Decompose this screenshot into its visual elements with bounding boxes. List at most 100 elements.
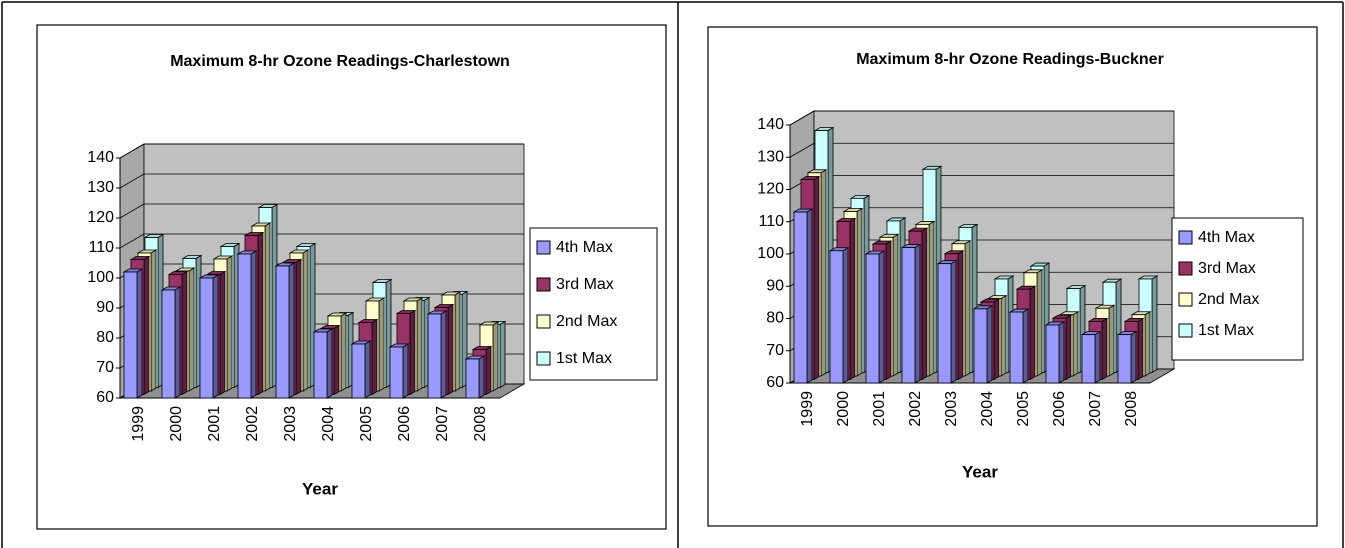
- legend-box: [529, 227, 658, 381]
- bar-side: [250, 250, 257, 399]
- bar-side: [1000, 294, 1007, 377]
- bar-side: [136, 268, 143, 399]
- bar: [199, 277, 214, 399]
- bar: [313, 331, 328, 399]
- y-tick-label: 100: [757, 245, 784, 262]
- bar-side: [950, 259, 957, 384]
- bar-side: [402, 343, 409, 399]
- x-tick-label: 2006: [1051, 391, 1068, 427]
- bar-side: [1036, 269, 1043, 377]
- y-tick-label: 140: [87, 149, 114, 166]
- legend-swatch: [1178, 323, 1193, 338]
- bar-side: [1108, 304, 1115, 377]
- bar-side: [378, 297, 385, 392]
- legend-box: [1171, 217, 1304, 361]
- bar-side: [478, 355, 485, 399]
- bar-side: [849, 217, 856, 381]
- grid-line-side: [119, 173, 145, 189]
- bar-side: [492, 321, 499, 392]
- x-tick-label: 1999: [799, 391, 816, 427]
- legend-swatch: [1178, 230, 1193, 245]
- bar-side: [885, 240, 892, 381]
- legend-swatch: [536, 351, 551, 366]
- y-tick-label: 70: [96, 359, 114, 376]
- x-tick-label: 2004: [320, 406, 337, 442]
- bar-side: [264, 222, 271, 392]
- x-tick-label: 2005: [358, 406, 375, 442]
- x-tick-label: 2000: [835, 391, 852, 427]
- bar-side: [181, 270, 188, 396]
- y-tick-label: 90: [766, 277, 784, 294]
- bar: [427, 313, 442, 399]
- bar-side: [1144, 311, 1151, 377]
- bar: [465, 358, 480, 399]
- bar-side: [212, 274, 219, 399]
- bar: [275, 265, 290, 399]
- legend-label: 2nd Max: [556, 313, 617, 330]
- bar-side: [1029, 285, 1036, 381]
- y-tick-label: 90: [96, 299, 114, 316]
- bar-side: [150, 249, 157, 392]
- bar-side: [957, 250, 964, 381]
- legend-swatch: [536, 314, 551, 329]
- bar: [829, 250, 844, 384]
- chart-title: Maximum 8-hr Ozone Readings-Buckner: [856, 51, 1164, 68]
- x-tick-label: 2002: [244, 406, 261, 442]
- bar-side: [1130, 330, 1137, 384]
- bar-side: [921, 227, 928, 381]
- bar-side: [964, 240, 971, 377]
- x-tick-label: 2004: [979, 391, 996, 427]
- bar: [1117, 334, 1132, 384]
- grid-line-side: [789, 142, 815, 158]
- bar-side: [813, 175, 820, 381]
- bar-side: [878, 250, 885, 384]
- bar-side: [340, 312, 347, 392]
- bar-side: [892, 233, 899, 377]
- x-tick-label: 2002: [907, 391, 924, 427]
- bar-side: [188, 267, 195, 392]
- bar-side: [993, 298, 1000, 381]
- bar-side: [1022, 308, 1029, 384]
- bar-side: [1072, 311, 1079, 377]
- y-tick-label: 130: [87, 179, 114, 196]
- bar-side: [806, 208, 813, 384]
- y-tick-label: 80: [766, 310, 784, 327]
- bar: [865, 253, 880, 384]
- legend-label: 1st Max: [556, 350, 612, 367]
- legend-label: 1st Max: [1198, 322, 1254, 339]
- y-tick-label: 100: [87, 269, 114, 286]
- bar-side: [416, 297, 423, 392]
- legend-label: 3rd Max: [556, 276, 614, 293]
- bar-side: [226, 255, 233, 392]
- bar: [973, 308, 988, 384]
- bar: [793, 211, 808, 384]
- bar-side: [454, 291, 461, 392]
- bar-side: [295, 258, 302, 396]
- legend-swatch: [1178, 292, 1193, 307]
- legend-label: 4th Max: [1198, 229, 1255, 246]
- bar: [901, 247, 916, 384]
- bar-side: [333, 324, 340, 396]
- x-tick-label: 2007: [434, 406, 451, 442]
- x-tick-label: 2001: [206, 406, 223, 442]
- y-tick-label: 80: [96, 329, 114, 346]
- x-tick-label: 2008: [472, 406, 489, 442]
- y-tick-label: 120: [87, 209, 114, 226]
- bar: [1081, 334, 1096, 384]
- bar-side: [219, 270, 226, 396]
- legend-label: 2nd Max: [1198, 291, 1259, 308]
- bar-side: [143, 255, 150, 396]
- legend-label: 3rd Max: [1198, 260, 1256, 277]
- bar-side: [409, 309, 416, 396]
- bar: [161, 289, 176, 399]
- grid-line-side: [789, 110, 815, 126]
- bar-side: [986, 305, 993, 384]
- y-tick-label: 70: [766, 342, 784, 359]
- bar-side: [842, 247, 849, 384]
- y-tick-label: 60: [766, 374, 784, 391]
- bar: [937, 263, 952, 384]
- bar-side: [1065, 314, 1072, 381]
- x-tick-label: 2001: [871, 391, 888, 427]
- y-tick-label: 120: [757, 181, 784, 198]
- bar-side: [1101, 317, 1108, 381]
